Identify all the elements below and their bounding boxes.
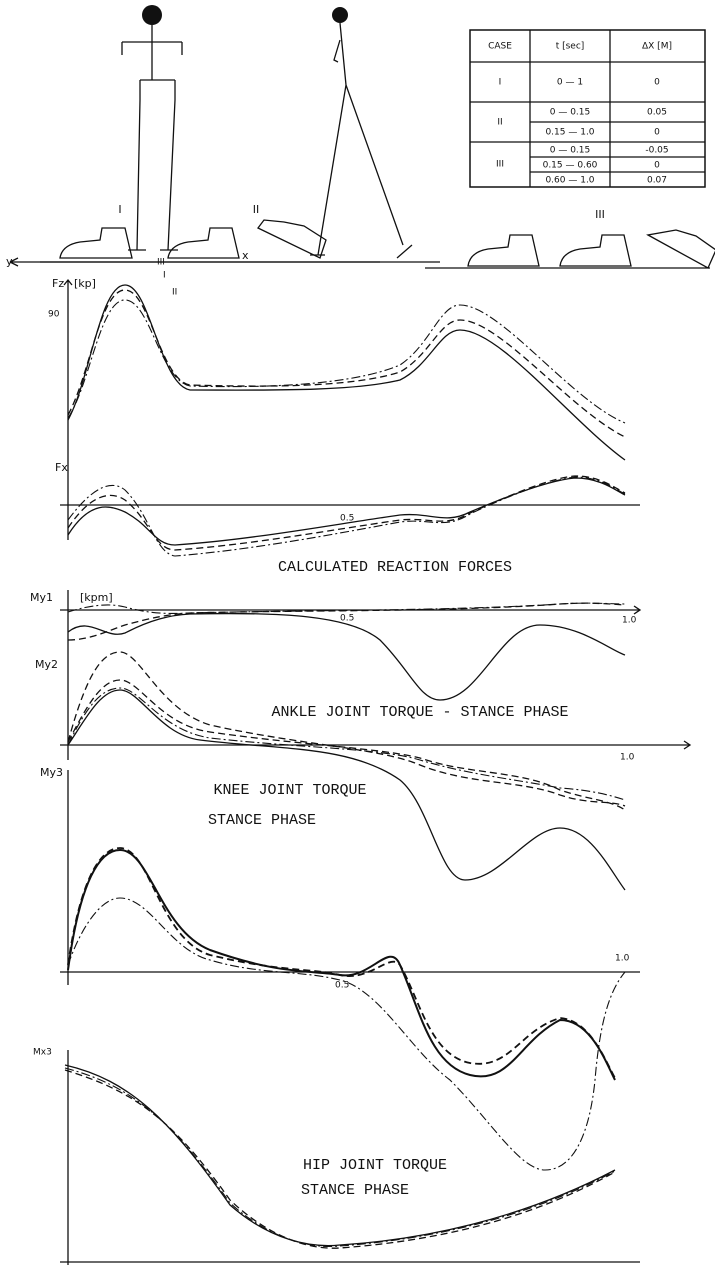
table-cell: 0.15 — 1.0 [545,128,594,138]
table-header: CASE [488,42,512,52]
unit-label: [kpm] [80,591,113,604]
panel-label: My2 [35,658,58,671]
table-cell: 0 — 0.15 [550,108,591,118]
unit-label: [kp] [74,277,96,290]
foot-label: I [118,203,121,216]
tick-label: 0.5 [340,614,354,624]
panel-title: KNEE JOINT TORQUE [213,782,366,799]
tick-label: 1.0 [615,954,630,964]
foot-label: III [595,208,605,221]
table-cell: 0 — 0.15 [550,146,591,156]
tick-label: 0.5 [340,514,354,524]
table-cell: -0.05 [645,146,668,156]
axis [63,278,73,540]
tick-label: 1.0 [620,753,635,763]
axis-label: y [6,255,13,268]
my3-curves [60,770,640,1171]
table [469,29,706,188]
table-cell: 0.60 — 1.0 [545,176,594,186]
table-cell: 0 [654,128,660,138]
curve-label: I [163,271,166,281]
table-cell: 0 [654,78,660,88]
tick-label: 90 [48,310,60,320]
table-cell: II [497,118,502,128]
panel-label: Mx3 [33,1048,52,1058]
table-cell: 0 [654,161,660,171]
foot-label: II [253,203,260,216]
curve-label: III [157,258,165,268]
table-cell: I [499,78,502,88]
table-header: ΔX [M] [642,42,672,52]
my1-curves [60,590,642,701]
table-header: t [sec] [556,42,585,52]
panel-title: CALCULATED REACTION FORCES [278,559,512,576]
table-cell: 0 — 1 [557,78,583,88]
curve-label: II [172,288,177,298]
table-cell: 0.07 [647,176,667,186]
mx3-curves [60,1050,640,1265]
feet [40,219,715,269]
my2-curves [60,651,692,891]
panel-label: Fx [55,461,68,474]
stick-figures [9,5,440,267]
table-cell: 0.15 — 0.60 [543,161,598,171]
fz-curves [60,284,640,506]
panel-label: My1 [30,591,53,604]
panel-title: STANCE PHASE [208,812,316,829]
panel-title: ANKLE JOINT TORQUE - STANCE PHASE [271,704,568,721]
axis-label: x [242,249,249,262]
table-cell: 0.05 [647,108,667,118]
panel-title: HIP JOINT TORQUE [303,1157,447,1174]
tick-label: 0.5 [335,981,349,991]
tick-label: 1.0 [622,616,637,626]
panel-label: My3 [40,766,63,779]
panel-label: Fz [52,277,64,290]
fx-curves [67,475,626,557]
panel-title: STANCE PHASE [301,1182,409,1199]
table-cell: III [496,160,504,170]
